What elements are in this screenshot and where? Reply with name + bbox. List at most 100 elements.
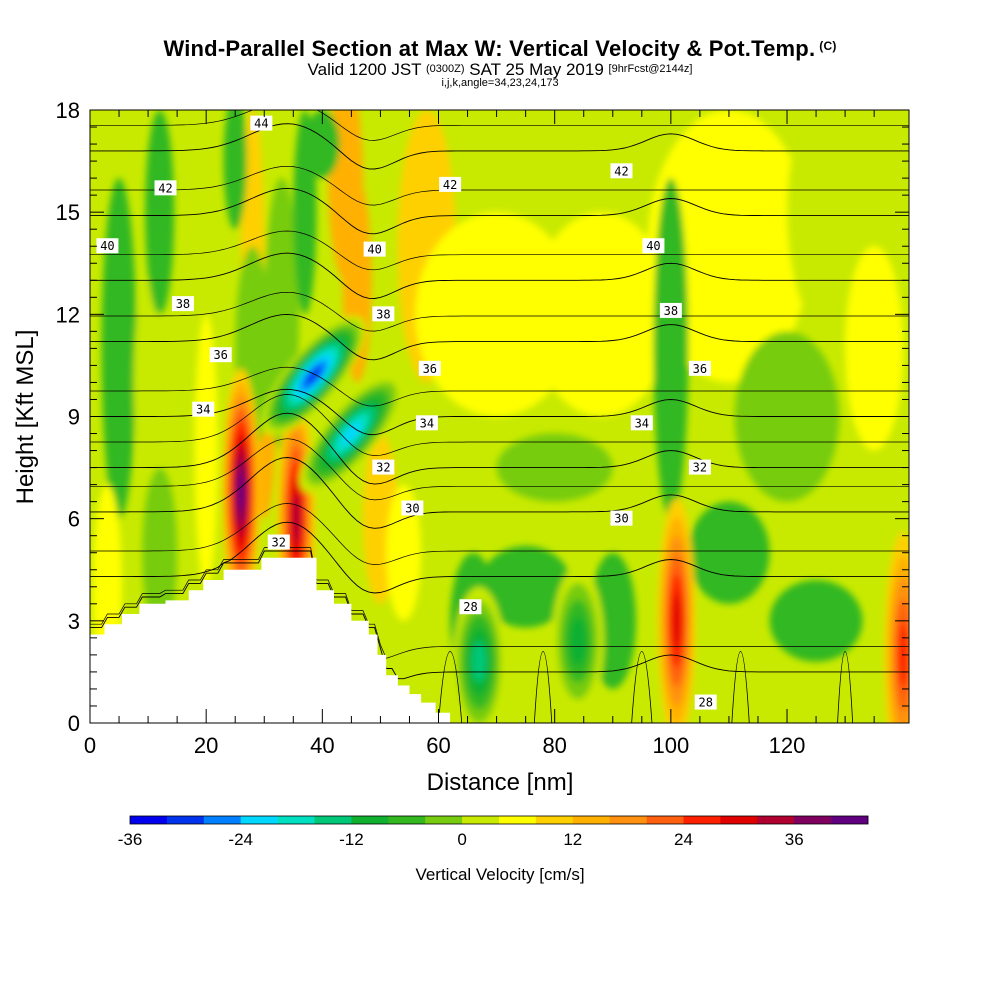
isentrope-label: 28: [463, 600, 477, 614]
isentrope-line: [90, 187, 909, 235]
isentrope-label: 34: [635, 416, 649, 430]
isentrope-line: [90, 40, 909, 79]
colorbar-swatch: [499, 816, 537, 824]
isentrope-label: 42: [158, 181, 172, 195]
chart-title-text: Wind-Parallel Section at Max W: Vertical…: [163, 36, 816, 61]
velocity-feature: [472, 641, 487, 683]
isentrope-label-box: [171, 296, 194, 312]
y-axis-title: Height [Kft MSL]: [12, 330, 39, 505]
forecast-info: [9hrFcst@2144z]: [608, 63, 693, 75]
isentrope-line: [90, 388, 909, 436]
x-tick-label: 100: [652, 733, 689, 758]
field-blob: [142, 467, 178, 638]
colorbar-swatch: [166, 816, 205, 824]
isentrope-label-box: [630, 415, 653, 431]
isentrope-label-box: [363, 241, 386, 257]
isentrope-label: 38: [176, 297, 190, 311]
colorbar-swatch: [240, 816, 278, 824]
colorbar-swatch: [388, 816, 426, 824]
x-axis-title: Distance [nm]: [427, 769, 574, 796]
isentrope-label: 44: [254, 117, 268, 131]
isentrope-label-box: [154, 180, 177, 196]
isentrope-label-box: [610, 163, 633, 179]
isentrope-label-box: [418, 360, 441, 376]
section-params: i,j,k,angle=34,23,24,173: [441, 77, 559, 89]
velocity-feature: [672, 592, 681, 650]
isentrope-label-box: [372, 306, 395, 322]
velocity-feature: [305, 366, 322, 386]
colorbar-tick-label: 0: [457, 830, 466, 849]
field-blob: [223, 110, 247, 230]
colorbar-swatch: [794, 816, 832, 824]
colorbar-swatch: [314, 816, 352, 824]
field-blob: [133, 280, 163, 485]
copyright-mark: (C): [819, 39, 837, 53]
x-tick-label: 60: [426, 733, 450, 758]
isentrope-label: 38: [376, 307, 390, 321]
field-blobs: [92, 110, 909, 723]
colorbar-tick-label: -24: [228, 830, 253, 849]
isentrope-line: [90, 110, 909, 141]
isentrope-line: [90, 62, 909, 107]
field-blob: [769, 579, 863, 662]
y-tick-label: 15: [56, 200, 80, 225]
isentrope-label: 36: [213, 348, 227, 362]
velocity-feature: [292, 494, 300, 544]
isentrope-label-box: [250, 115, 273, 131]
x-tick-label: 40: [310, 733, 334, 758]
colorbar-swatch: [277, 816, 315, 824]
field-blob: [688, 501, 770, 604]
colorbar: -36 -24 -12 0 12 24 36: [118, 815, 869, 849]
isentrope-labels: 28 28 30 30 32 32 32 34 34 34 36 36 36 38 38 38 40 40 40 42…: [96, 115, 717, 710]
y-tick-label: 12: [56, 302, 80, 327]
field-blob: [653, 178, 689, 519]
colorbar-tick-label: 12: [563, 830, 582, 849]
isentrope-contours: [90, 40, 909, 723]
isentrope-arch: [438, 651, 463, 723]
terrain: [90, 557, 451, 723]
isentrope-label-box: [659, 302, 682, 318]
colorbar-tick-label: 36: [785, 830, 804, 849]
isentrope-label: 40: [100, 239, 114, 253]
isentrope-arch: [837, 651, 854, 723]
x-tick-label: 0: [84, 733, 96, 758]
colorbar-tick-label: -12: [339, 830, 364, 849]
field-blob: [386, 484, 422, 621]
isentrope-label: 32: [376, 461, 390, 475]
isentrope-label: 38: [664, 304, 678, 318]
valid-date: SAT 25 May 2019: [469, 60, 604, 79]
x-tick-label: 20: [194, 733, 218, 758]
colorbar-tick-label: 24: [674, 830, 693, 849]
isentrope-label-box: [688, 360, 711, 376]
colorbar-swatch: [535, 816, 574, 824]
colorbar-swatch: [351, 816, 389, 824]
x-tick-label: 80: [542, 733, 566, 758]
isentrope-label-box: [267, 534, 290, 550]
isentrope-line: [90, 165, 909, 206]
isentrope-line: [90, 366, 909, 407]
valid-time: Valid 1200 JST: [307, 60, 422, 79]
colorbar-title: Vertical Velocity [cm/s]: [415, 865, 584, 884]
isentrope-label-box: [694, 694, 717, 710]
isentrope-label: 28: [698, 696, 712, 710]
field-blob: [101, 178, 137, 519]
isentrope-label-box: [372, 459, 395, 475]
isentrope-label: 34: [196, 403, 210, 417]
isentrope-label: 30: [405, 501, 419, 515]
isentrope-label-box: [688, 459, 711, 475]
isentrope-arch: [631, 651, 653, 723]
colorbar-swatch: [646, 816, 684, 824]
velocity-feature: [569, 616, 587, 667]
isentrope-label: 40: [646, 239, 660, 253]
chart-subtitle: Valid 1200 JST (0300Z) SAT 25 May 2019 […: [0, 60, 1000, 80]
field-blob: [531, 212, 671, 417]
isentrope-line: [90, 550, 909, 680]
colorbar-swatch: [572, 816, 610, 824]
colorbar-swatch: [757, 816, 795, 824]
field-blob: [845, 246, 904, 451]
colorbar-frame: [129, 815, 869, 825]
y-tick-label: 9: [68, 405, 80, 430]
isentrope-line: [90, 394, 909, 456]
